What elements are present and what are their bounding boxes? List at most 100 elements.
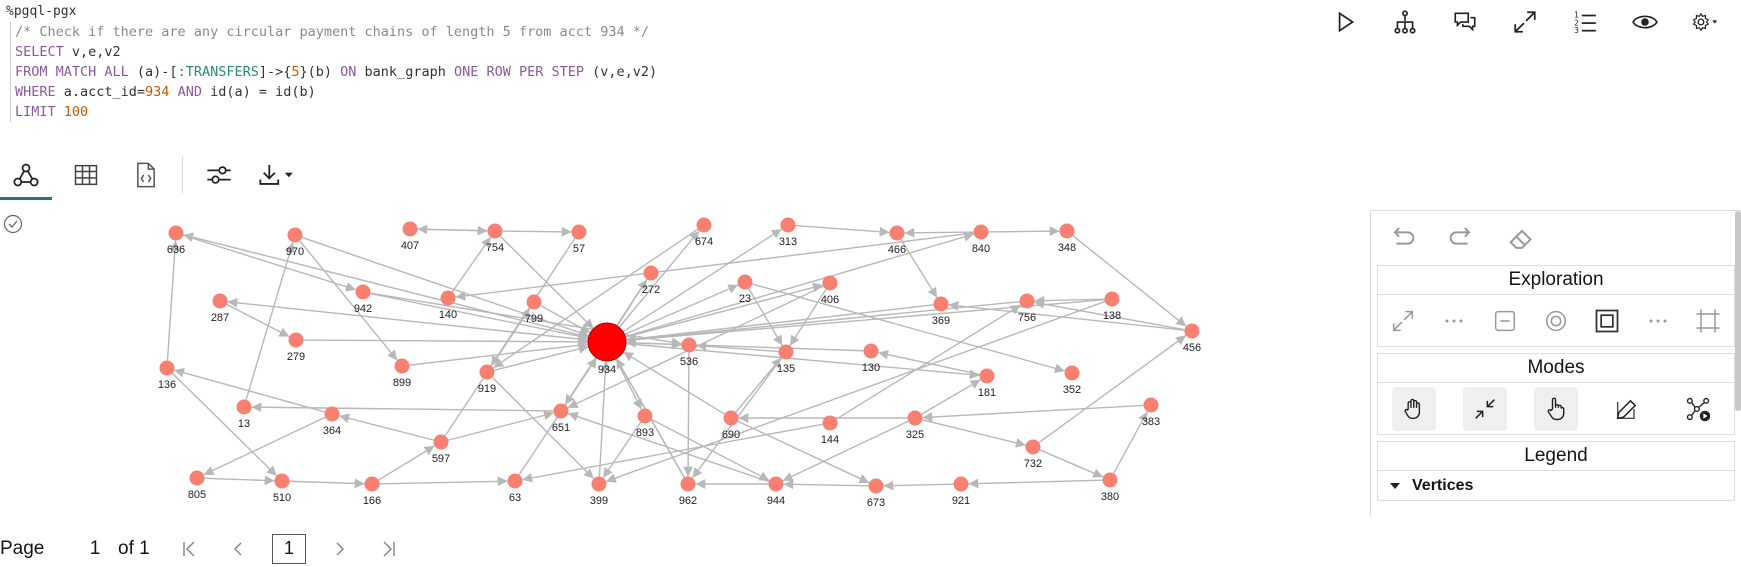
graph-edge[interactable] — [1034, 299, 1185, 331]
graph-node-944[interactable] — [768, 476, 784, 492]
expand-tool[interactable] — [1381, 299, 1425, 343]
graph-tab[interactable] — [0, 150, 52, 200]
graph-edge[interactable] — [567, 411, 770, 483]
graph-edge[interactable] — [499, 235, 594, 330]
graph-edge[interactable] — [624, 284, 739, 336]
pan-mode-tool[interactable] — [1391, 386, 1436, 431]
graph-node-144[interactable] — [822, 415, 838, 431]
graph-edge[interactable] — [204, 475, 275, 486]
graph-edge[interactable] — [615, 358, 643, 410]
graph-canvas[interactable]: 636 970 407 754 57 674 313 466 840 348 287 942 140 79… — [0, 200, 1360, 520]
graph-edge[interactable] — [748, 288, 783, 346]
collapse-tool[interactable] — [1483, 299, 1527, 343]
graph-node-136[interactable] — [159, 360, 175, 376]
more-tool-2[interactable] — [1636, 299, 1680, 343]
graph-node-383[interactable] — [1143, 397, 1159, 413]
network-mode-tool[interactable] — [1676, 387, 1720, 431]
graph-node-369[interactable] — [933, 296, 949, 312]
graph-node-272[interactable] — [643, 265, 659, 281]
graph-edge[interactable] — [455, 232, 974, 301]
graph-edge[interactable] — [171, 372, 278, 477]
graph-edge[interactable] — [1038, 334, 1187, 444]
graph-node-921[interactable] — [953, 476, 969, 492]
hierarchy-button[interactable] — [1375, 6, 1435, 38]
graph-edge[interactable] — [1072, 235, 1187, 327]
page-input[interactable]: 1 — [89, 537, 101, 559]
legend-vertices-toggle[interactable]: Vertices — [1377, 471, 1735, 501]
graph-node-970[interactable] — [287, 227, 303, 243]
graph-node-23[interactable] — [737, 274, 753, 290]
settings-menu-button[interactable] — [1675, 6, 1735, 38]
graph-node-673[interactable] — [868, 478, 884, 494]
graph-node-13[interactable] — [236, 399, 252, 415]
graph-node-899[interactable] — [394, 358, 410, 374]
table-tab[interactable] — [60, 150, 112, 200]
graph-edge[interactable] — [203, 416, 326, 476]
fit-tool[interactable] — [1585, 299, 1629, 343]
graph-node-364[interactable] — [324, 406, 340, 422]
graph-edge[interactable] — [245, 241, 295, 401]
graph-edge[interactable] — [227, 297, 589, 341]
graph-edge[interactable] — [182, 234, 357, 292]
graph-node-756[interactable] — [1019, 293, 1035, 309]
graph-node-181[interactable] — [979, 368, 995, 384]
graph-edge[interactable] — [417, 224, 488, 235]
graph-edge[interactable] — [651, 418, 770, 482]
first-page-button[interactable] — [166, 534, 214, 564]
graph-edge[interactable] — [922, 419, 1026, 448]
eraser-icon[interactable] — [1505, 221, 1539, 255]
undo-icon[interactable] — [1385, 221, 1419, 255]
run-button[interactable] — [1315, 6, 1375, 38]
graph-edge[interactable] — [625, 282, 823, 338]
graph-edge[interactable] — [1039, 449, 1104, 478]
graph-node-597[interactable] — [433, 434, 449, 450]
focus-tool[interactable] — [1534, 299, 1578, 343]
graph-node-279[interactable] — [288, 332, 304, 348]
graph-edge[interactable] — [618, 230, 700, 328]
graph-edge[interactable] — [625, 304, 934, 344]
graph-edge[interactable] — [948, 300, 1185, 331]
graph-node-510[interactable] — [274, 473, 290, 489]
graph-node-135[interactable] — [778, 344, 794, 360]
graph-edge[interactable] — [166, 240, 180, 361]
settings-tab[interactable] — [193, 150, 245, 200]
graph-node-138[interactable] — [1104, 291, 1120, 307]
graph-node-63[interactable] — [507, 473, 523, 489]
graph-node-690[interactable] — [723, 410, 739, 426]
last-page-button[interactable] — [364, 534, 412, 564]
redo-icon[interactable] — [1445, 221, 1479, 255]
graph-node-934[interactable] — [587, 322, 627, 362]
graph-node-287[interactable] — [212, 293, 228, 309]
graph-node-466[interactable] — [889, 225, 905, 241]
graph-edge[interactable] — [921, 379, 981, 415]
graph-edge[interactable] — [795, 224, 890, 237]
graph-edge[interactable] — [883, 480, 954, 491]
more-tool[interactable] — [1432, 299, 1476, 343]
graph-edge[interactable] — [625, 338, 864, 352]
graph-node-140[interactable] — [440, 290, 456, 306]
graph-node-732[interactable] — [1025, 439, 1041, 455]
graph-edge[interactable] — [988, 226, 1060, 237]
fullscreen-button[interactable] — [1495, 6, 1555, 38]
graph-edge[interactable] — [602, 421, 642, 479]
graph-edge[interactable] — [370, 292, 682, 348]
visibility-button[interactable] — [1615, 6, 1675, 38]
graph-node-805[interactable] — [189, 470, 205, 486]
graph-edge[interactable] — [174, 367, 325, 413]
graph-node-942[interactable] — [355, 284, 371, 300]
graph-edge[interactable] — [226, 303, 290, 338]
graph-edge[interactable] — [379, 476, 508, 487]
graph-edge[interactable] — [922, 404, 1144, 422]
graph-node-380[interactable] — [1102, 472, 1118, 488]
graph-edge[interactable] — [622, 351, 725, 415]
graph-edge[interactable] — [492, 228, 699, 369]
graph-node-352[interactable] — [1064, 365, 1080, 381]
graph-node-962[interactable] — [680, 476, 696, 492]
graph-node-348[interactable] — [1059, 223, 1075, 239]
graph-edge[interactable] — [564, 357, 598, 406]
graph-edge[interactable] — [752, 283, 1065, 374]
graph-node-636[interactable] — [168, 225, 184, 241]
graph-edge[interactable] — [289, 478, 365, 489]
graph-edge[interactable] — [370, 292, 589, 342]
